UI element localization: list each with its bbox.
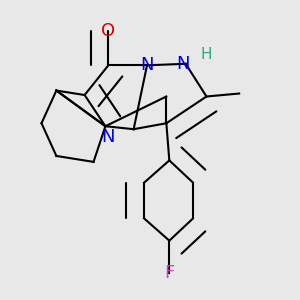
Text: O: O (101, 22, 116, 40)
Text: F: F (164, 264, 174, 282)
Text: N: N (140, 56, 154, 74)
Text: H: H (201, 47, 212, 62)
Text: N: N (176, 55, 189, 73)
Text: N: N (102, 128, 115, 146)
